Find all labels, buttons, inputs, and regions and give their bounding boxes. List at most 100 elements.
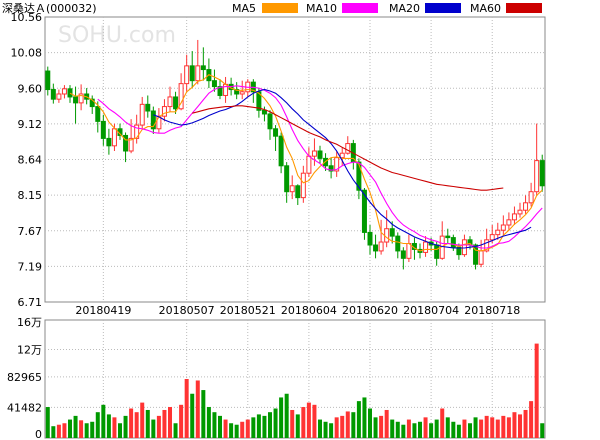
price-tick-label: 7.67 <box>18 225 43 238</box>
candle-body <box>234 89 240 95</box>
candle-body <box>261 109 267 115</box>
candle-body <box>156 115 162 130</box>
volume-bar <box>156 415 161 438</box>
volume-tick-label: 0 <box>35 428 42 440</box>
volume-bar <box>240 421 245 438</box>
volume-bar <box>534 343 539 438</box>
volume-bar <box>540 423 545 438</box>
candle-body <box>111 128 117 147</box>
legend-label-ma5: MA5 <box>232 2 256 15</box>
candle-body <box>178 83 184 110</box>
candle-body <box>295 185 301 199</box>
volume-bar <box>79 420 84 438</box>
candle-body <box>167 96 173 108</box>
candle-body <box>50 89 56 100</box>
volume-bar <box>195 380 200 438</box>
volume-bar <box>390 419 395 438</box>
volume-bar <box>101 404 106 438</box>
price-tick-label: 8.15 <box>18 189 43 202</box>
volume-bar <box>212 412 217 438</box>
volume-bar <box>184 379 189 438</box>
volume-bar <box>140 402 145 438</box>
volume-bar <box>401 424 406 438</box>
price-tick-label: 9.12 <box>18 118 43 131</box>
volume-bar <box>473 417 478 438</box>
candle-body <box>211 80 217 88</box>
volume-bar <box>451 421 456 438</box>
volume-bar <box>145 409 150 438</box>
volume-bar <box>495 419 500 438</box>
volume-tick-label: 16万 <box>17 316 42 329</box>
price-tick-label: 6.71 <box>18 296 43 309</box>
volume-bar <box>56 424 61 438</box>
volume-bar <box>318 419 322 438</box>
candle-body <box>506 219 512 226</box>
x-tick-label: 20180704 <box>403 304 459 317</box>
candle-body <box>184 65 190 85</box>
volume-bar <box>479 419 484 438</box>
volume-bar <box>356 401 361 438</box>
candle-body <box>217 86 223 96</box>
candle-body <box>150 110 156 130</box>
volume-bar <box>118 423 122 438</box>
candle-body <box>284 165 290 193</box>
candle-body <box>61 88 67 95</box>
candle-body <box>345 143 351 154</box>
candle-body <box>334 157 340 172</box>
volume-bar <box>506 417 511 438</box>
volume-bar <box>179 404 184 438</box>
volume-bar <box>151 419 156 438</box>
volume-bar <box>284 393 289 438</box>
candle-body <box>173 96 179 110</box>
volume-bar <box>406 419 411 438</box>
candle-body <box>128 137 134 152</box>
volume-panel <box>44 319 546 439</box>
volume-bar <box>312 404 317 438</box>
volume-bar <box>190 393 195 438</box>
candle-body <box>123 134 129 152</box>
volume-bar <box>418 421 422 438</box>
candle-body <box>139 103 145 126</box>
volume-bar <box>295 414 300 438</box>
candle-body <box>361 189 367 233</box>
candle-body <box>484 239 490 252</box>
volume-bar <box>68 419 72 438</box>
volume-bar <box>129 408 134 438</box>
volume-bar <box>306 402 311 438</box>
candle-body <box>256 91 262 111</box>
volume-bar <box>51 426 56 438</box>
candle-body <box>395 235 401 252</box>
volume-tick-label: 41482 <box>7 401 42 414</box>
candle-body <box>450 237 456 248</box>
volume-bar <box>206 407 211 438</box>
candle-body <box>478 250 484 265</box>
volume-bar <box>334 417 339 438</box>
volume-bar <box>84 423 89 438</box>
volume-bar <box>245 419 250 438</box>
volume-bar <box>301 407 306 438</box>
candle-body <box>539 160 545 187</box>
candle-body <box>317 150 323 159</box>
candle-body <box>523 202 529 211</box>
candle-body <box>517 209 523 215</box>
x-tick-label: 20180620 <box>342 304 398 317</box>
candle-body <box>239 91 245 95</box>
legend-swatch-ma20 <box>425 3 461 13</box>
volume-bar <box>279 397 284 438</box>
volume-tick-label: 82965 <box>7 371 42 384</box>
candle-body <box>400 250 406 259</box>
legend-swatch-ma5 <box>262 3 298 13</box>
volume-bar <box>523 409 528 438</box>
candle-body <box>389 228 395 237</box>
candle-body <box>534 160 540 193</box>
candle-body <box>67 88 73 98</box>
volume-bar <box>251 417 256 438</box>
volume-bar <box>45 407 50 438</box>
volume-bar <box>95 412 100 438</box>
legend-swatch-ma60 <box>506 3 542 13</box>
candle-body <box>289 185 295 193</box>
candle-body <box>406 243 412 259</box>
volume-bar <box>490 417 495 438</box>
price-tick-label: 10.56 <box>11 11 43 24</box>
